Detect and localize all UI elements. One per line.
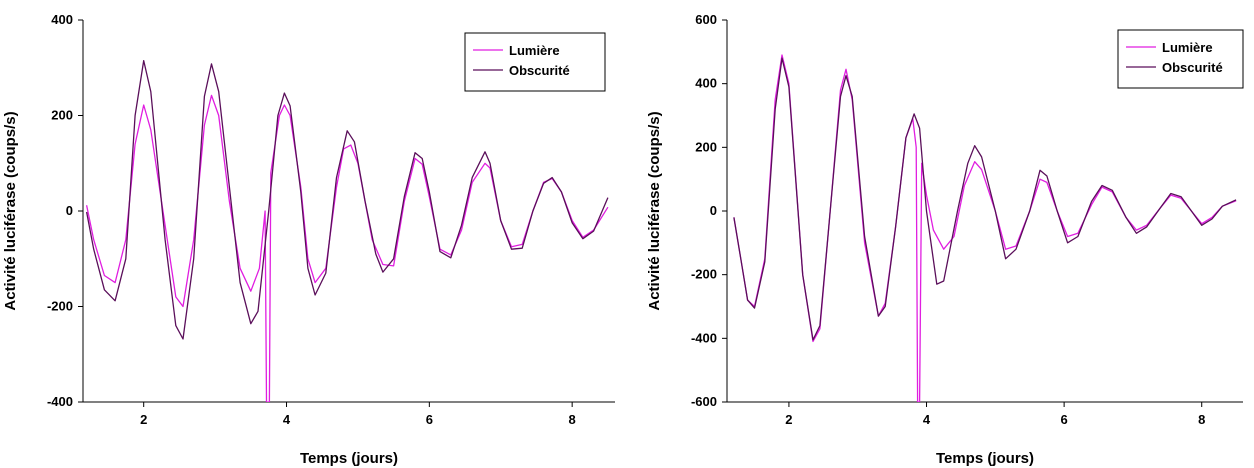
legend-label: Lumière [509,43,560,58]
y-tick-label: -400 [691,330,717,345]
y-tick-label: -200 [691,267,717,282]
x-axis-title: Temps (jours) [936,450,1034,467]
legend-label: Obscurité [1162,60,1223,75]
y-tick-label: 200 [51,108,73,123]
x-axis-title: Temps (jours) [300,450,398,467]
y-tick-label: -400 [47,394,73,409]
series-line [733,57,1237,341]
y-tick-label: 400 [695,76,717,91]
y-tick-label: 0 [66,203,73,218]
chart-right: -600 -400 -200 0 200 400 600 2 4 6 8 Temps (jours) A… [646,12,1244,467]
x-tick-label: 6 [1061,412,1068,427]
chart-left: -400 -200 0 200 400 2 4 6 8 Temps (jours) Activité… [2,12,615,467]
y-tick-label: 400 [51,12,73,27]
series-line [85,59,609,340]
x-tick-label: 4 [283,412,291,427]
x-tick-label: 8 [1198,412,1205,427]
legend-box [1117,29,1244,89]
y-tick-label: -600 [691,394,717,409]
x-tick-label: 2 [140,412,147,427]
y-tick-label: 600 [695,12,717,27]
x-tick-label: 6 [426,412,433,427]
y-axis-title: Activité luciférase (coups/s) [2,111,19,310]
y-axis-title: Activité luciférase (coups/s) [646,111,663,310]
y-tick-label: -200 [47,299,73,314]
legend-label: Obscurité [509,63,570,78]
x-tick-label: 2 [785,412,792,427]
series-line [733,54,1237,402]
y-tick-label: 200 [695,139,717,154]
x-tick-label: 8 [569,412,576,427]
y-tick-label: 0 [710,203,717,218]
legend-label: Lumière [1162,40,1213,55]
series-line [85,94,609,402]
x-tick-label: 4 [923,412,931,427]
legend-box [464,32,606,92]
